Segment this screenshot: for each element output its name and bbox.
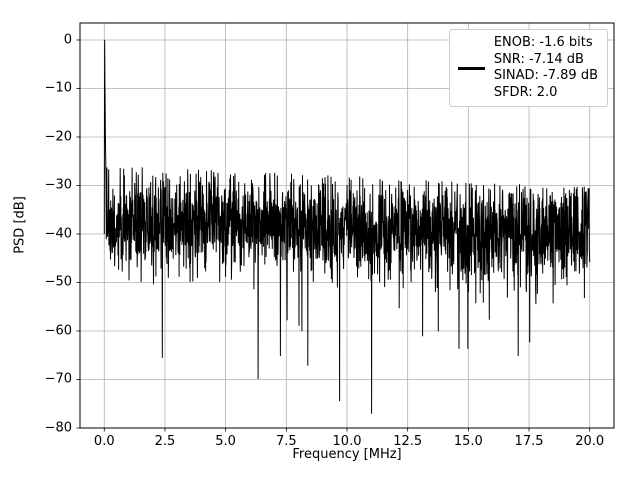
legend-entry-snr: SNR: -7.14 dB	[493, 51, 584, 67]
y-tick-label: −70	[44, 371, 72, 387]
x-tick-label: 0.0	[93, 434, 115, 449]
x-tick-label: 20.0	[575, 434, 605, 449]
legend-entry-enob: ENOB: -1.6 bits	[493, 35, 593, 50]
x-tick-label: 5.0	[215, 434, 236, 449]
legend-text: ENOB: -1.6 bits SNR: -7.14 dB SINAD: -7.…	[494, 35, 598, 101]
y-tick-label: −30	[44, 177, 72, 193]
legend-entry-sinad: SINAD: -7.89 dB	[493, 68, 598, 83]
y-axis-label: PSD [dB]	[12, 196, 28, 254]
x-tick-label: 12.5	[393, 434, 423, 449]
x-tick-label: 2.5	[154, 434, 176, 449]
y-tick-label: −10	[44, 80, 72, 96]
x-tick-label: 15.0	[453, 434, 483, 449]
x-tick-label: 7.5	[275, 434, 297, 449]
x-tick-label: 17.5	[514, 434, 544, 449]
y-tick-label: −60	[44, 323, 72, 339]
y-tick-label: −20	[44, 129, 72, 145]
y-tick-label: −40	[44, 226, 72, 242]
y-tick-label: −80	[44, 420, 72, 436]
legend: ENOB: -1.6 bits SNR: -7.14 dB SINAD: -7.…	[448, 29, 608, 107]
legend-line-sample-icon	[457, 66, 485, 70]
x-axis-label: Frequency [MHz]	[292, 447, 402, 462]
y-tick-label: 0	[63, 32, 72, 48]
x-tick-label: 10.0	[332, 434, 362, 449]
legend-entry-sfdr: SFDR: 2.0	[493, 84, 558, 100]
y-tick-label: −50	[44, 274, 72, 290]
